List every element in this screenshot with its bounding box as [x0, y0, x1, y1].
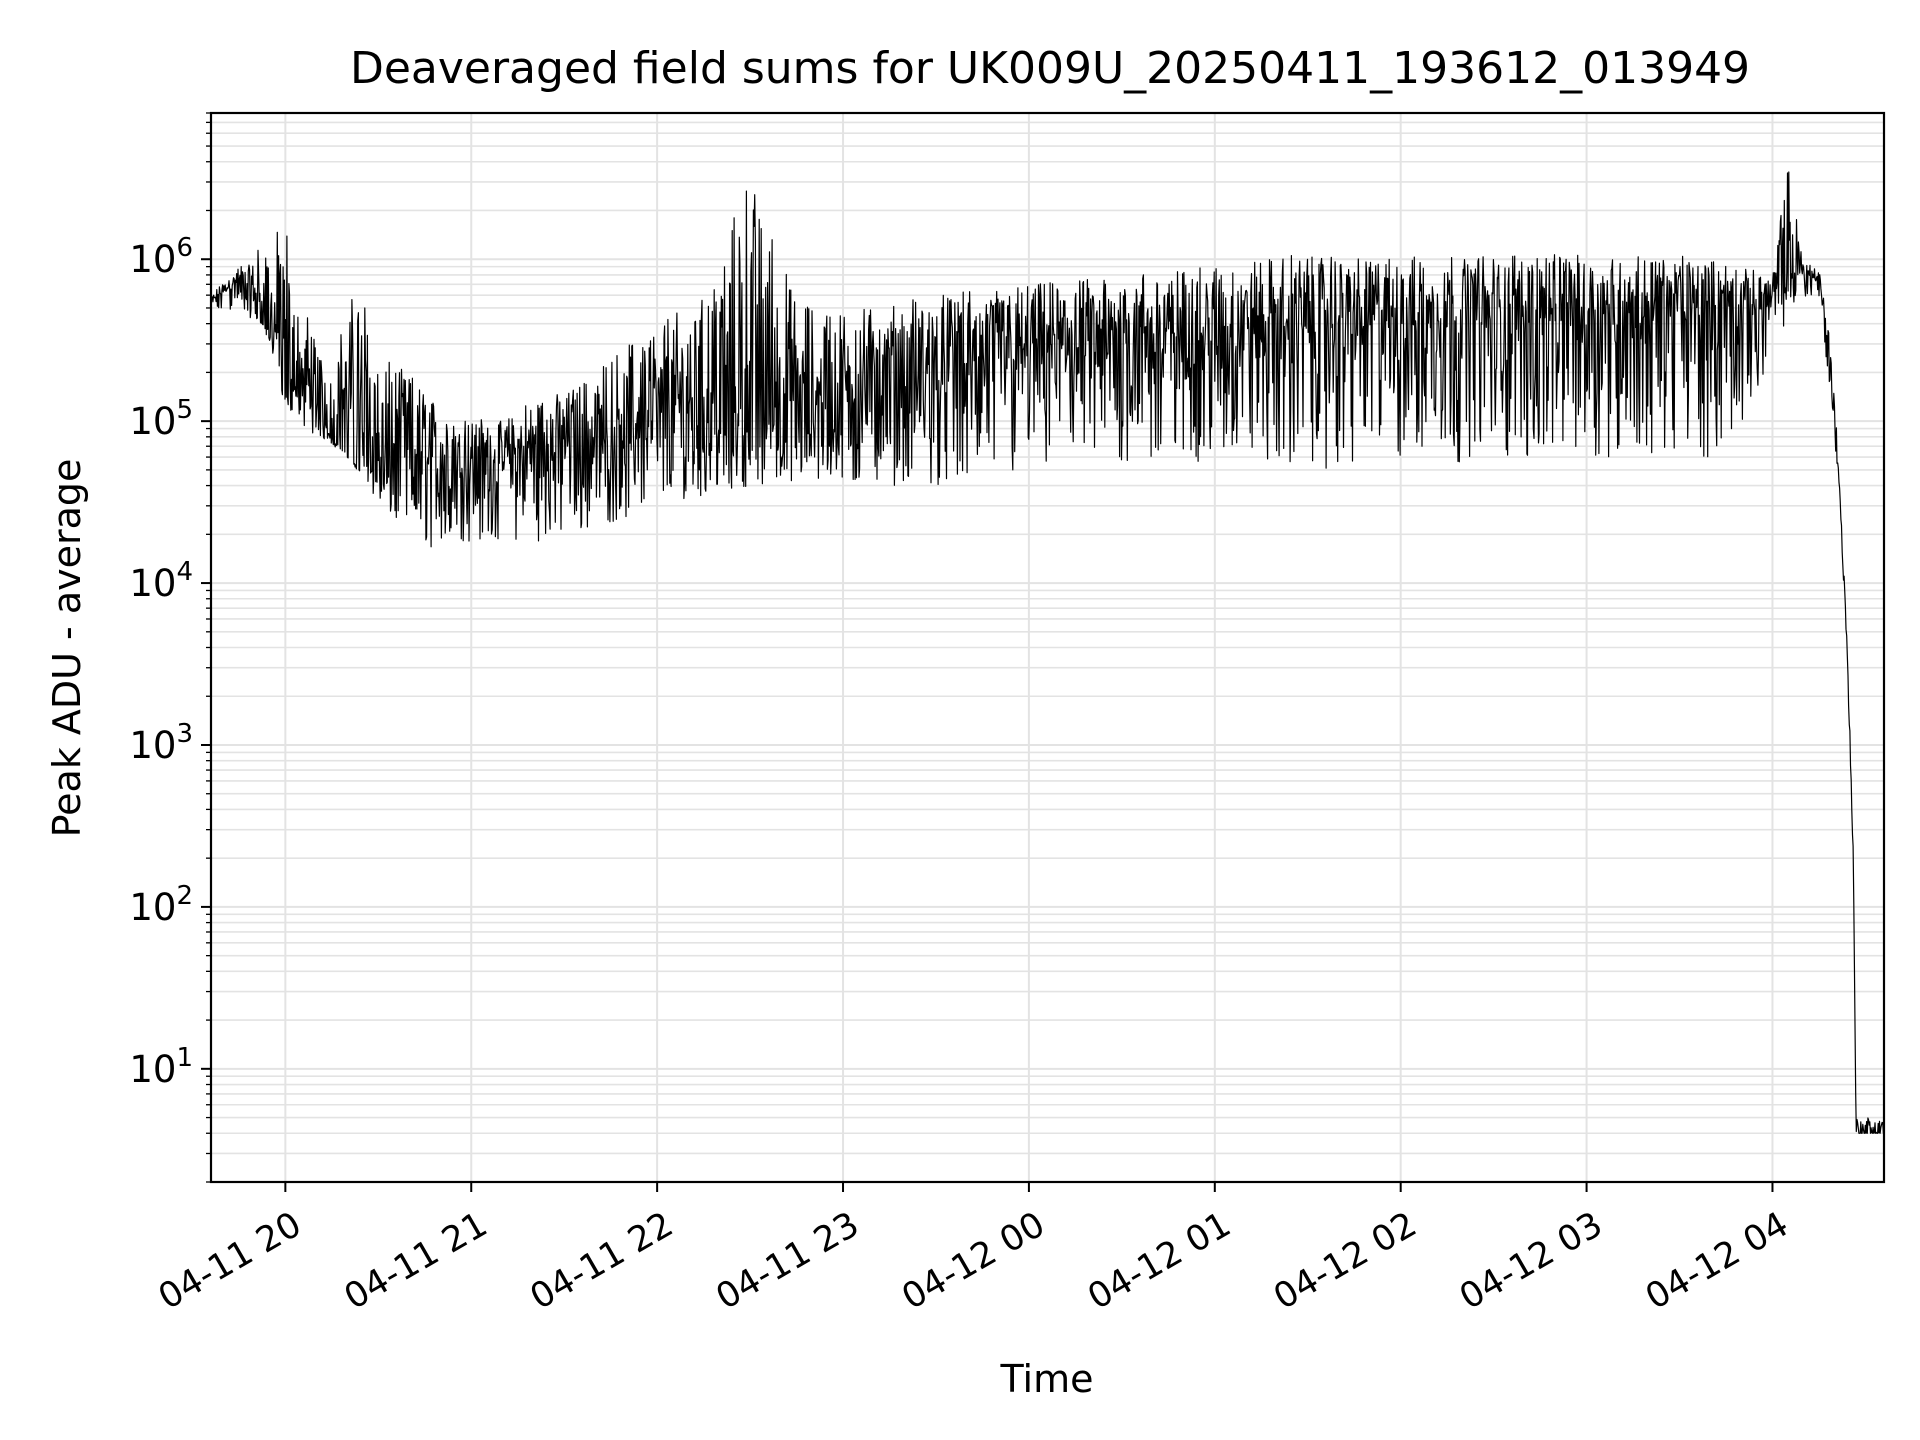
y-tick-label: 105: [129, 395, 193, 443]
data-line: [210, 171, 1885, 1134]
grid-lines: [211, 112, 1884, 1183]
x-axis-label: Time: [1000, 1357, 1094, 1401]
y-tick-label: 102: [129, 881, 193, 929]
y-tick-label: 106: [129, 233, 193, 281]
series-line: [210, 171, 1885, 1134]
y-axis-label: Peak ADU - average: [45, 459, 89, 838]
chart-title: Deaveraged field sums for UK009U_2025041…: [350, 43, 1750, 94]
y-tick-label: 103: [129, 719, 193, 767]
y-tick-label: 101: [129, 1043, 193, 1091]
y-tick-label: 104: [129, 557, 193, 605]
y-axis-ticks: 101 102 103 104 105 106: [129, 112, 211, 1183]
